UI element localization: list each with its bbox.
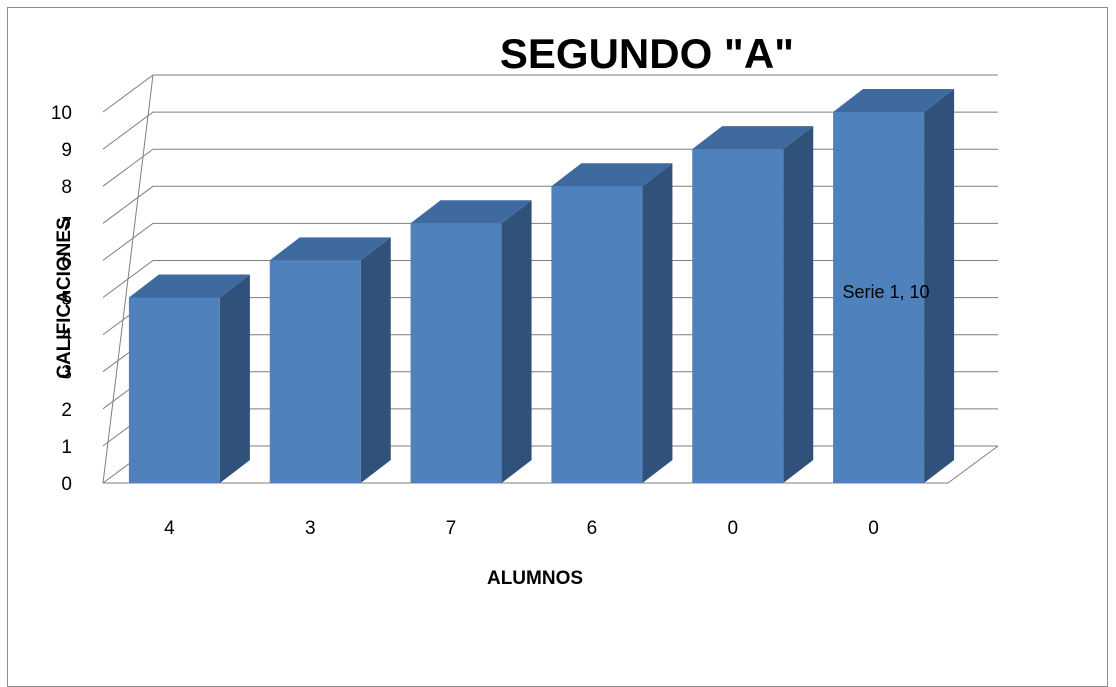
bar-top — [833, 89, 955, 112]
bar-top — [551, 163, 673, 187]
y-tick-label: 9 — [61, 140, 72, 161]
y-tick-label: 7 — [61, 214, 72, 235]
bar — [833, 89, 955, 483]
bar-front — [269, 260, 361, 483]
y-tick-label: 3 — [61, 363, 72, 384]
x-axis-ticks: 4 3 7 6 0 0 — [164, 518, 879, 539]
bar-side — [360, 237, 391, 483]
chart-title: SEGUNDO "A" — [500, 30, 794, 77]
bar-side — [501, 200, 532, 484]
y-tick-label: 1 — [61, 437, 72, 458]
x-tick-label: 0 — [727, 518, 738, 539]
bar-top — [128, 274, 250, 298]
data-label: Serie 1, 10 — [842, 282, 929, 302]
y-axis-title: CALIFICACIONES — [54, 217, 75, 379]
gridline — [102, 111, 998, 150]
floor-edge — [103, 445, 999, 484]
y-tick-label: 4 — [61, 326, 72, 347]
bar — [128, 274, 250, 483]
bar-side — [783, 126, 814, 483]
bar-top — [410, 200, 532, 224]
bars — [128, 89, 955, 484]
y-tick-label: 2 — [61, 400, 72, 421]
bar — [551, 163, 673, 483]
x-tick-label: 6 — [587, 518, 598, 539]
bar-front — [692, 149, 784, 483]
x-axis-title: ALUMNOS — [487, 568, 583, 589]
x-tick-label: 3 — [305, 518, 316, 539]
bar-side — [924, 89, 955, 483]
x-tick-label: 7 — [446, 518, 457, 539]
bar — [410, 200, 532, 484]
gridline — [102, 74, 998, 113]
bar-side — [642, 163, 673, 483]
y-tick-label: 10 — [51, 103, 72, 124]
bar-front — [410, 223, 502, 484]
bar-top — [269, 237, 391, 261]
y-axis-ticks: 0 1 2 3 4 5 6 7 8 9 10 — [51, 103, 73, 495]
bar — [692, 126, 814, 483]
bar — [269, 237, 391, 483]
y-tick-label: 8 — [61, 177, 72, 198]
bar-front — [833, 112, 925, 483]
x-tick-label: 4 — [164, 518, 175, 539]
x-tick-label: 0 — [868, 518, 879, 539]
y-tick-label: 6 — [61, 251, 72, 272]
bar-side — [219, 274, 250, 483]
y-tick-label: 0 — [61, 474, 72, 495]
bar-front — [551, 186, 643, 483]
bar-top — [692, 126, 814, 150]
y-tick-label: 5 — [61, 289, 72, 310]
bar-front — [128, 297, 220, 483]
